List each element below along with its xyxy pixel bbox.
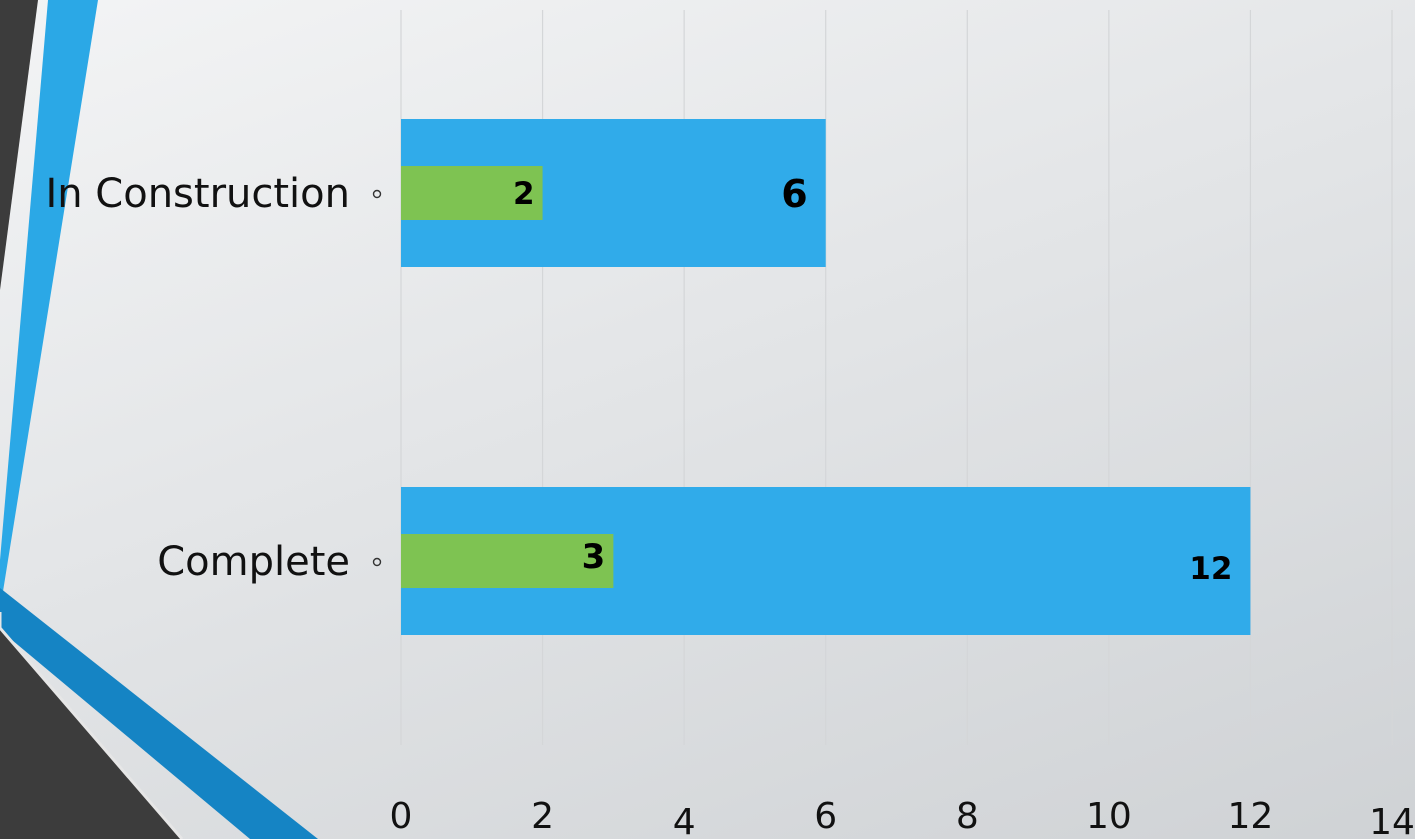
- x-tick-label: 0: [390, 796, 413, 837]
- x-tick-label: 12: [1228, 796, 1274, 837]
- decor-light-edge: [0, 612, 184, 839]
- x-tick-label: 10: [1086, 796, 1132, 837]
- x-tick-label: 2: [531, 796, 554, 837]
- data-label-part: 2: [513, 176, 535, 212]
- decor-dark-stripe-top: [0, 0, 38, 290]
- decor-blue-stripe: [0, 0, 98, 610]
- category-marker-icon: [372, 189, 382, 199]
- x-tick-label: 4: [673, 802, 696, 839]
- labels: 0 2 4 6 8 10 12 14 In Construction 6 2 Complete 12 3: [45, 171, 1414, 839]
- x-tick-label: 6: [814, 796, 837, 837]
- data-label-total: 12: [1189, 551, 1232, 587]
- x-tick-label: 8: [956, 796, 979, 837]
- x-tick-label: 14: [1369, 802, 1415, 839]
- data-label-total: 6: [781, 172, 807, 216]
- bars: [401, 119, 1251, 635]
- category-label: Complete: [157, 539, 350, 585]
- category-label: In Construction: [45, 171, 350, 217]
- bar-part: [401, 534, 614, 588]
- data-label-part: 3: [582, 537, 606, 577]
- bar-part: [401, 166, 543, 220]
- category-marker-icon: [372, 557, 382, 567]
- decor-deep-blue-band: [0, 588, 318, 839]
